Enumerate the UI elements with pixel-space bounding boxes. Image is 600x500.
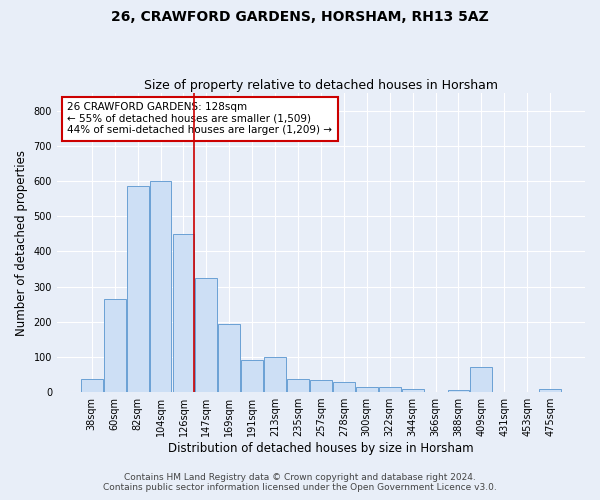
Bar [287,379,309,392]
Bar [218,324,240,392]
Text: Contains HM Land Registry data © Crown copyright and database right 2024.
Contai: Contains HM Land Registry data © Crown c… [103,473,497,492]
Bar [264,357,286,392]
Bar [356,387,377,392]
Title: Size of property relative to detached houses in Horsham: Size of property relative to detached ho… [144,79,498,92]
Text: 26, CRAWFORD GARDENS, HORSHAM, RH13 5AZ: 26, CRAWFORD GARDENS, HORSHAM, RH13 5AZ [111,10,489,24]
Bar [539,390,561,392]
Bar [104,299,125,392]
X-axis label: Distribution of detached houses by size in Horsham: Distribution of detached houses by size … [168,442,474,455]
Bar [448,390,469,392]
Bar [196,278,217,392]
Bar [402,388,424,392]
Bar [173,234,194,392]
Bar [81,379,103,392]
Bar [333,382,355,392]
Bar [241,360,263,392]
Y-axis label: Number of detached properties: Number of detached properties [15,150,28,336]
Bar [149,181,172,392]
Text: 26 CRAWFORD GARDENS: 128sqm
← 55% of detached houses are smaller (1,509)
44% of : 26 CRAWFORD GARDENS: 128sqm ← 55% of det… [67,102,332,136]
Bar [127,186,149,392]
Bar [379,387,401,392]
Bar [470,368,492,392]
Bar [310,380,332,392]
